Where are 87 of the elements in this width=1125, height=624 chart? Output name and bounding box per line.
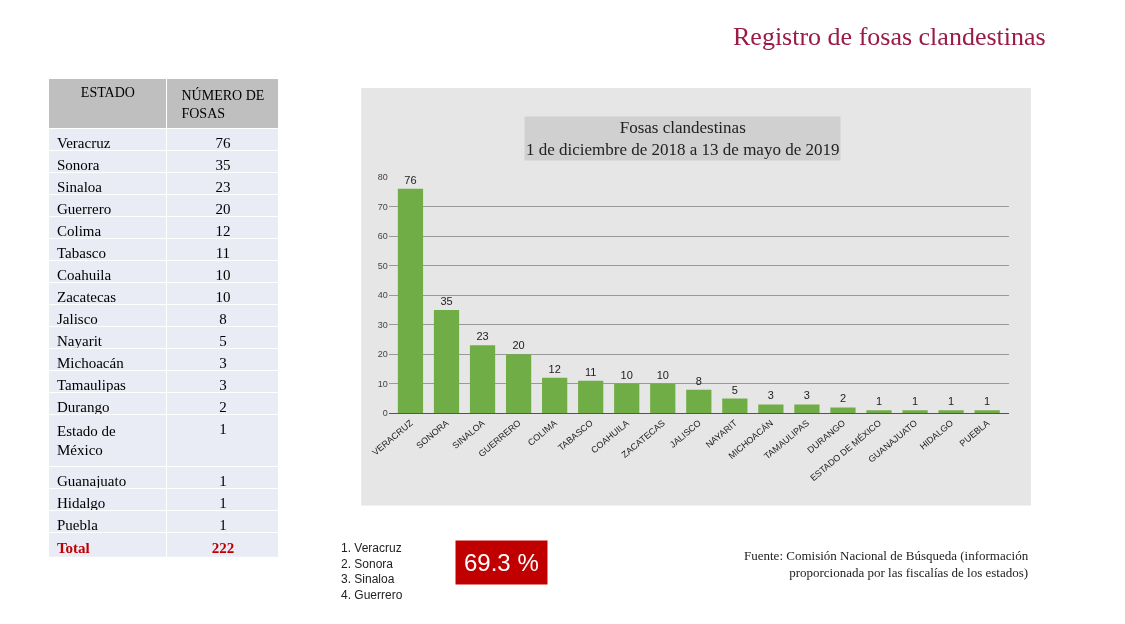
data-label: 5 (219, 333, 227, 350)
bar (830, 407, 856, 414)
data-label: 76 (404, 173, 417, 186)
data-label: 35 (440, 294, 453, 307)
category-label: Guerrero (57, 201, 112, 218)
data-label: 2 (219, 399, 227, 416)
data-label: 10 (215, 267, 231, 284)
bar (938, 410, 964, 414)
bar (794, 404, 820, 414)
category-label: Tamaulipas (57, 377, 127, 394)
bar (397, 188, 424, 414)
data-label: 2 (839, 392, 847, 405)
category-label: Guanajuato (57, 472, 127, 489)
y-tick-label: 20 (377, 349, 388, 360)
data-label: 10 (656, 368, 669, 381)
data-label: 1 (219, 516, 227, 533)
chart-subtitle: 1 de diciembre de 2018 a 13 de mayo de 2019 (526, 140, 840, 160)
data-label: 3 (767, 389, 774, 402)
y-tick-label: 80 (377, 172, 388, 183)
category-label: Puebla (57, 516, 99, 533)
bar (650, 383, 676, 414)
data-label: 10 (215, 289, 231, 306)
data-label: 23 (215, 179, 231, 196)
y-tick-label: 10 (377, 378, 388, 389)
text: NÚMERO DE FOSAS (181, 86, 265, 121)
category-label: Sonora (57, 157, 100, 174)
category-label: Estado de México (57, 422, 117, 459)
y-tick-label: 40 (377, 290, 388, 301)
data-label: 1 (219, 494, 227, 511)
data-label: 5 (731, 383, 738, 396)
data-label: 11 (215, 245, 231, 262)
data-label: 20 (215, 201, 231, 218)
category-label: Coahuila (57, 267, 112, 284)
bar (433, 309, 460, 414)
data-label: 1 (984, 395, 991, 408)
data-label: 20 (512, 339, 525, 352)
y-tick-label: 30 (377, 319, 388, 330)
category-label: Sinaloa (57, 179, 103, 196)
bar (758, 404, 784, 414)
data-label: 3 (219, 355, 227, 372)
data-label: 1 (219, 472, 227, 489)
category-label: Zacatecas (57, 289, 117, 306)
text: Registro de fosas clandestinas (733, 22, 1046, 51)
bar (542, 377, 568, 414)
text: 69.3 % (464, 549, 539, 576)
y-tick-label: 50 (377, 260, 388, 271)
category-label: Veracruz (57, 135, 111, 152)
data-label: 10 (620, 368, 633, 381)
y-tick-label: 0 (382, 408, 388, 419)
text: Total (57, 540, 90, 557)
data-label: 12 (548, 362, 561, 375)
data-label: 1 (948, 395, 955, 408)
category-label: Hidalgo (57, 494, 106, 511)
bar (578, 380, 604, 414)
data-label: 8 (695, 374, 702, 387)
data-label: 1 (912, 395, 919, 408)
text: 222 (211, 540, 235, 557)
bar (974, 410, 1000, 414)
text: 1. Veracruz 2. Sonora 3. Sinaloa 4. Guerrero (341, 541, 403, 602)
data-label: 12 (215, 223, 231, 240)
text: ESTADO (80, 85, 135, 101)
data-label: 76 (215, 135, 231, 152)
data-label: 3 (219, 377, 227, 394)
category-label: Tabasco (57, 245, 106, 262)
chart-title: Fosas clandestinas (619, 118, 746, 137)
bar (866, 410, 892, 414)
bar (614, 383, 640, 414)
data-label: 35 (215, 157, 231, 174)
data-label: 3 (803, 389, 810, 402)
category-label: Nayarit (57, 333, 103, 350)
category-label: Colima (57, 223, 102, 240)
bar (469, 345, 496, 414)
data-label: 1 (219, 421, 227, 438)
category-label: Durango (57, 399, 110, 416)
bar (902, 410, 928, 414)
data-label: 11 (584, 365, 597, 378)
bar (505, 354, 532, 414)
y-tick-label: 70 (377, 201, 388, 212)
category-label: Michoacán (57, 355, 125, 372)
data-label: 8 (219, 311, 227, 328)
bar (686, 389, 712, 414)
data-label: 1 (875, 395, 883, 408)
bar (722, 398, 748, 414)
source-note: Fuente: Comisión Nacional de Búsqueda (información proporcionada por las fiscalías de los estados) (744, 548, 1029, 580)
category-label: Jalisco (57, 311, 98, 328)
y-tick-label: 60 (377, 231, 388, 242)
data-label: 23 (476, 330, 489, 343)
